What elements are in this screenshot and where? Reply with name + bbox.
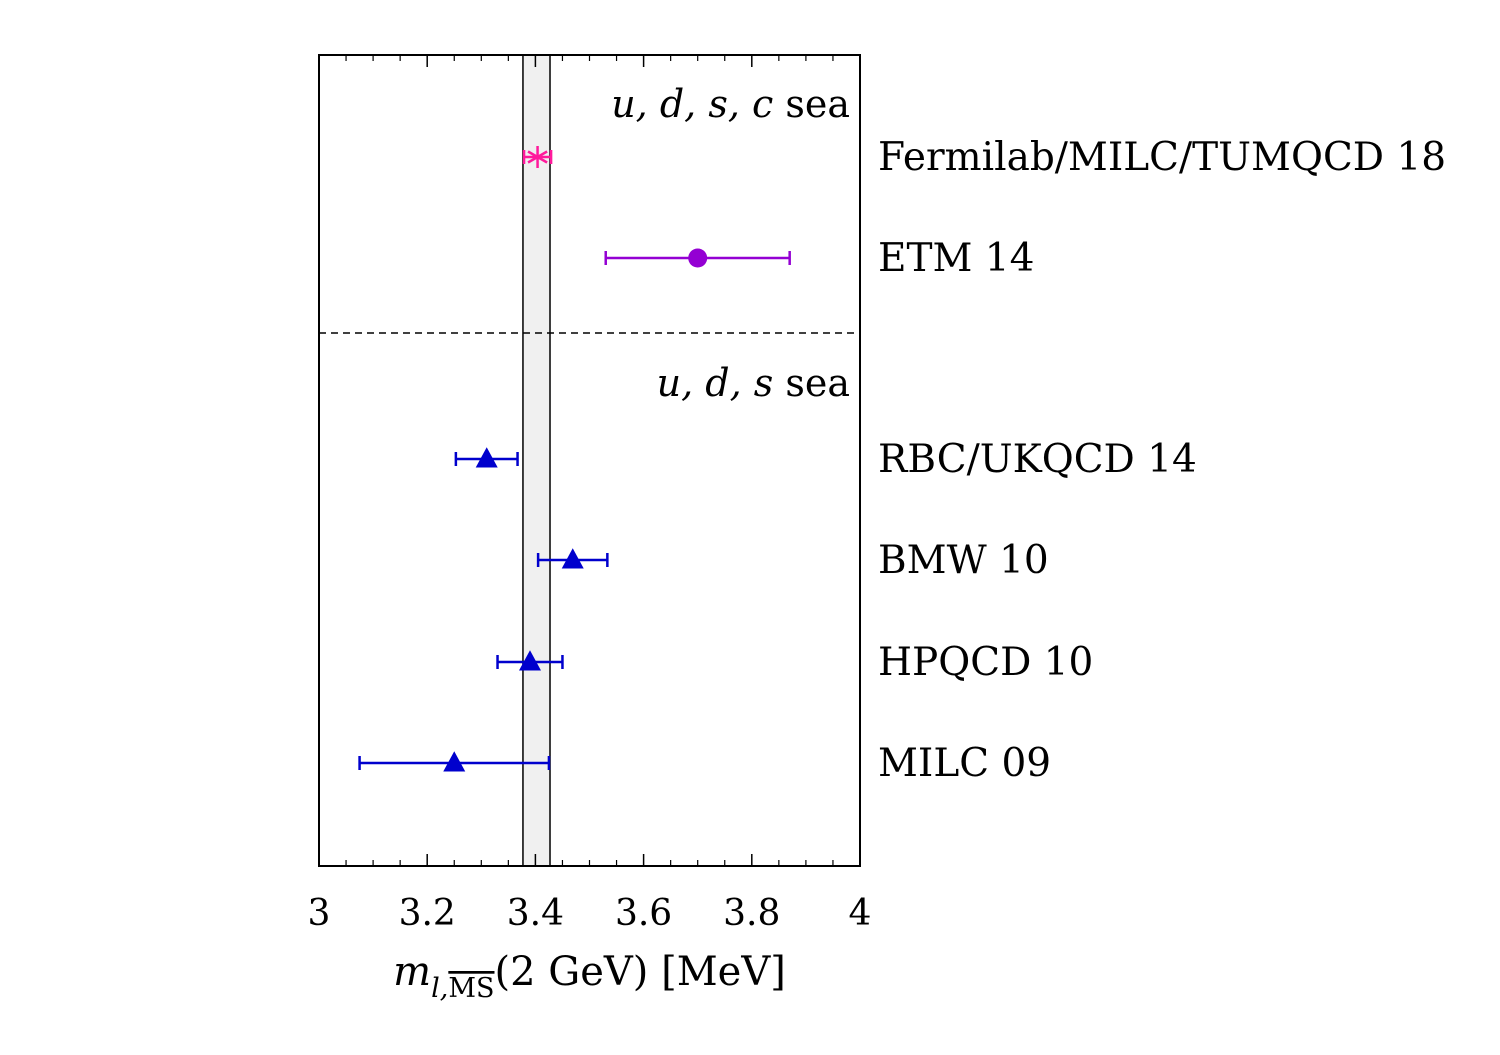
group-label-suffix: sea: [773, 82, 850, 126]
labels-layer: Fermilab/MILC/TUMQCD 18 ETM 14 RBC/UKQCD 1…: [308, 82, 1447, 1004]
plot-frame: [318, 54, 861, 867]
data-point-6: [358, 751, 551, 772]
triangle-marker: [443, 751, 466, 772]
x-tick-label: 3.2: [399, 893, 456, 934]
data-point-2: [604, 248, 791, 268]
x-tick-label: 3.4: [507, 893, 564, 934]
triangle-marker: [561, 548, 584, 569]
experiment-label: Fermilab/MILC/TUMQCD 18: [878, 135, 1446, 180]
experiment-label: ETM 14: [878, 236, 1034, 281]
experiment-label: HPQCD 10: [878, 640, 1093, 685]
group-label-suffix: sea: [773, 361, 850, 405]
triangle-marker: [518, 650, 541, 671]
x-axis-title-subscript: l,MS: [431, 973, 494, 1004]
x-tick-label: 3: [308, 893, 331, 934]
data-point-5: [496, 650, 564, 671]
data-points-layer: [358, 146, 791, 772]
circle-marker: [688, 248, 708, 268]
axes-layer: [318, 54, 861, 867]
group-label-variables: u, d, s: [657, 361, 774, 405]
x-axis-title-subscript-variable: l,: [431, 973, 448, 1004]
experiment-label: BMW 10: [878, 538, 1049, 583]
group-label: u, d, s sea: [657, 361, 850, 405]
experiment-label: RBC/UKQCD 14: [878, 437, 1197, 482]
x-tick-label: 4: [849, 893, 872, 934]
x-tick-label: 3.8: [723, 893, 780, 934]
data-point-3: [454, 447, 519, 468]
data-point-1: [522, 146, 553, 168]
group-label: u, d, s, c sea: [611, 82, 850, 126]
average-band-layer: [522, 55, 551, 866]
x-axis-title-subscript-scheme: MS: [448, 973, 494, 1004]
x-axis-title: ml,MS(2 GeV) [MeV]: [393, 949, 786, 1004]
group-label-variables: u, d, s, c: [611, 82, 773, 126]
data-point-4: [536, 548, 609, 569]
x-axis-title-symbol: m: [393, 949, 431, 995]
triangle-marker: [475, 447, 498, 468]
x-axis-title-rest: (2 GeV) [MeV]: [494, 949, 785, 995]
asterisk-marker-stroke: [527, 150, 548, 164]
average-band-fill: [522, 55, 551, 866]
experiment-label: MILC 09: [878, 741, 1051, 786]
x-tick-label: 3.6: [615, 893, 672, 934]
